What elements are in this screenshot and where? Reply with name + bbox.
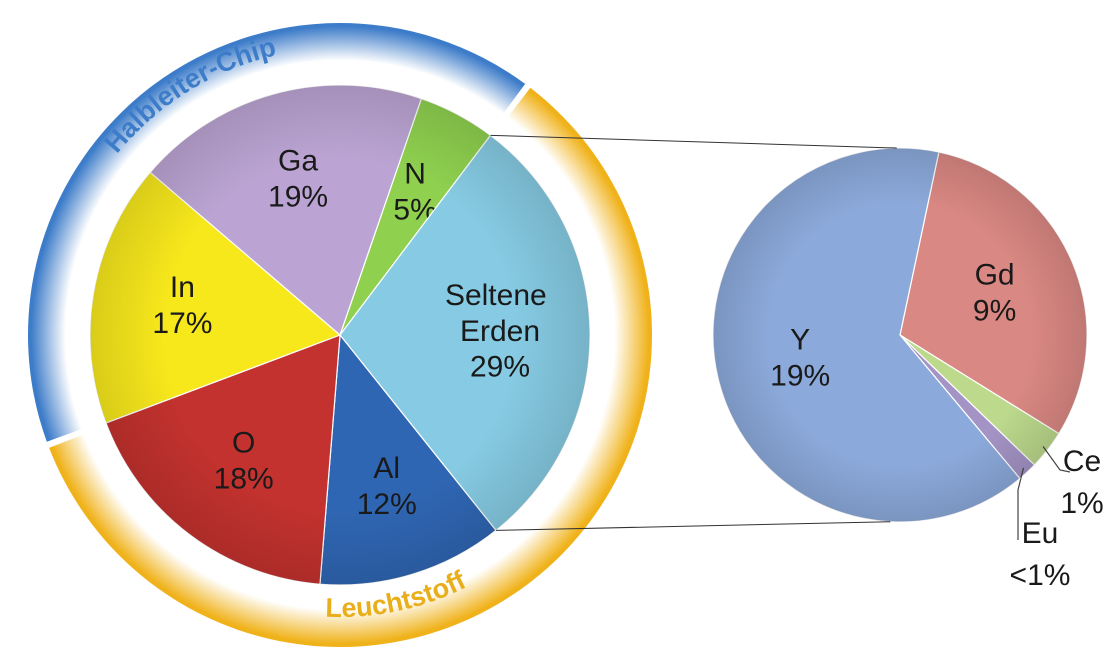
slice-value-label: 17% [152,307,212,340]
slice-label: Ce [1063,445,1101,478]
slice-value-label: 18% [214,463,274,496]
slice-label: Al [373,452,400,485]
slice-label: Ga [278,145,318,178]
group-ring [27,22,526,442]
slice-value-label: 12% [357,488,417,521]
slice-value-label: 29% [470,351,530,384]
label-line: Erden [460,315,540,348]
slice-label: Gd [975,259,1015,292]
connector-line [495,521,891,531]
slice-value-label: 19% [268,181,328,214]
slice-label: Eu [1022,517,1059,550]
slice-value-label: 1% [1060,487,1103,520]
slice-label: Y [790,324,810,357]
slice-value-label: 9% [973,295,1016,328]
slice-value-label: <1% [1010,559,1071,592]
label-line: Seltene [445,279,555,312]
slice-label: In [170,271,195,304]
slice-label: O [232,427,255,460]
slice-label: N [404,158,426,191]
connector-line [490,134,897,149]
slice-value-label: 19% [770,360,830,393]
